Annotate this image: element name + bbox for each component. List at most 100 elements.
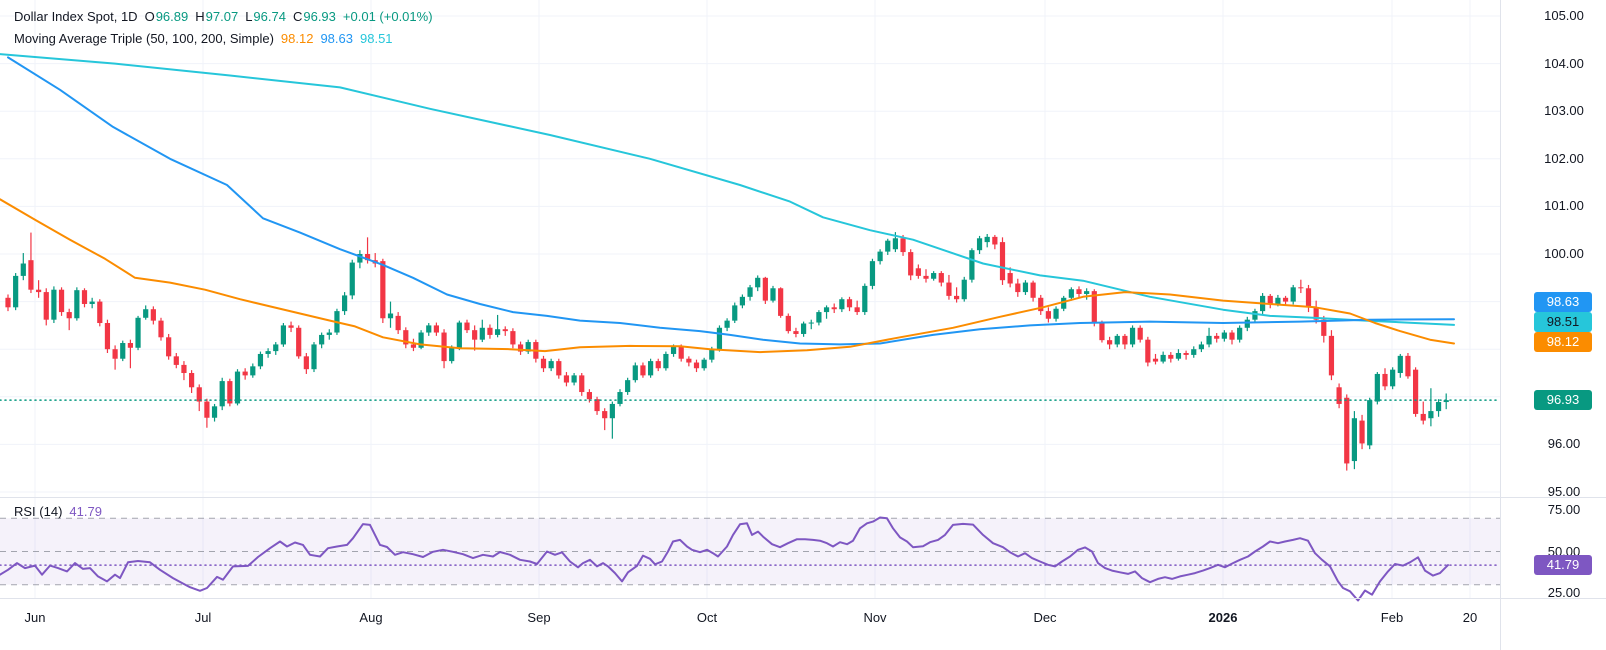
candle-body [357, 254, 363, 263]
candle-body [839, 299, 845, 310]
candle-body [632, 365, 638, 381]
candle-body [1313, 307, 1319, 320]
candle-body [472, 330, 478, 340]
candle-body [1145, 339, 1151, 363]
candle-body [885, 240, 891, 252]
price-tick-label: 100.00 [1544, 246, 1584, 261]
candle-body [1076, 289, 1082, 294]
candle-body [984, 236, 990, 243]
candle-body [395, 315, 401, 331]
symbol-legend[interactable]: Dollar Index Spot, 1D O 96.89 H 97.07 L 96.… [14, 8, 433, 26]
candle-body [808, 322, 814, 324]
price-tick-label: 101.00 [1544, 198, 1584, 214]
candle-body [181, 364, 187, 373]
candle-body [1290, 287, 1296, 302]
candle-body [663, 353, 669, 369]
candle-body [1122, 335, 1128, 345]
candle-body [778, 288, 784, 316]
candle-body [319, 334, 325, 345]
rsi-value: 41.79 [69, 504, 102, 519]
ma50-line [0, 198, 1455, 354]
price-tick-label: 103.00 [1544, 103, 1584, 119]
ma-legend[interactable]: Moving Average Triple (50, 100, 200, Sim… [14, 30, 393, 48]
price-badge: 98.51 [1534, 312, 1592, 332]
candle-body [1390, 369, 1396, 387]
candle-body [135, 317, 141, 348]
candle-body [1435, 402, 1442, 412]
candle-body [189, 373, 195, 388]
candle-body [1267, 295, 1273, 304]
candle-body [1252, 311, 1258, 320]
candle-body [410, 344, 417, 348]
candle-body [456, 322, 462, 348]
candle-body [227, 381, 233, 404]
candle-body [1061, 297, 1067, 309]
candle-body [242, 371, 248, 376]
candle-body [5, 297, 11, 308]
candle-body [1305, 288, 1312, 308]
candle-body [999, 242, 1006, 281]
candle-body [732, 305, 738, 321]
candle-body [36, 289, 42, 293]
candles-layer [5, 232, 1449, 471]
rsi-legend[interactable]: RSI (14) 41.79 [14, 503, 102, 521]
candle-body [709, 349, 715, 360]
candle-body [915, 268, 921, 276]
candle-body [1099, 322, 1105, 341]
candle-body [1214, 335, 1220, 339]
ohlc-open: O 96.89 [144, 9, 189, 24]
time-axis[interactable]: Jun Jul Aug Sep Oct Nov Dec 2026 Feb 20 [0, 598, 1606, 650]
ohlc-close: C 96.93 [292, 9, 336, 24]
candle-body [931, 273, 937, 279]
candle-body [785, 315, 791, 332]
price-badge: 41.79 [1534, 555, 1592, 575]
candle-body [1045, 311, 1051, 319]
candle-body [625, 380, 631, 393]
candle-body [1298, 287, 1304, 289]
candle-body [1413, 369, 1419, 414]
candle-body [387, 313, 394, 319]
candle-body [1091, 291, 1097, 323]
candle-body [793, 331, 799, 334]
candle-body [257, 353, 264, 367]
time-label: Oct [696, 610, 718, 625]
change-value: +0.01 (+0.01%) [342, 9, 433, 24]
candle-body [1191, 349, 1197, 355]
candle-body [342, 295, 348, 312]
price-tick-label: 96.00 [1547, 436, 1581, 452]
candle-body [311, 344, 317, 370]
candle-body [1367, 400, 1373, 446]
price-badge: 98.12 [1534, 332, 1592, 352]
candle-body [1137, 327, 1143, 340]
candle-body [211, 406, 218, 418]
candle-body [816, 312, 822, 323]
symbol-title: Dollar Index Spot, 1D [14, 9, 138, 24]
candle-body [571, 375, 577, 383]
candle-body [517, 344, 524, 352]
candle-body [556, 361, 562, 376]
candle-body [961, 279, 967, 300]
price-tick-label: 95.00 [1547, 484, 1581, 499]
candle-body [877, 251, 883, 262]
candle-body [594, 399, 600, 412]
candle-body [1129, 327, 1136, 345]
ma200-line [0, 53, 1455, 326]
candle-body [364, 254, 371, 261]
candle-body [112, 349, 118, 359]
price-axis[interactable]: 105.00 104.00 103.00 102.00 101.00 100.00 96.0… [1500, 0, 1606, 600]
candle-body [969, 250, 975, 280]
candle-body [296, 327, 302, 357]
candle-body [701, 359, 707, 369]
time-label: Dec [1033, 610, 1057, 625]
candle-body [1328, 335, 1335, 376]
candle-body [273, 344, 279, 352]
ohlc-high: H 97.07 [195, 9, 239, 24]
ma-legend-title: Moving Average Triple (50, 100, 200, Sim… [14, 31, 274, 46]
candle-body [158, 320, 164, 338]
candle-body [449, 347, 455, 362]
candle-body [89, 301, 95, 304]
candle-body [1206, 335, 1212, 345]
time-label: Aug [359, 610, 383, 625]
candle-body [762, 277, 768, 301]
